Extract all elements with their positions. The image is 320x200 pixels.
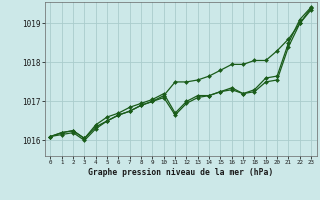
- X-axis label: Graphe pression niveau de la mer (hPa): Graphe pression niveau de la mer (hPa): [88, 168, 273, 177]
